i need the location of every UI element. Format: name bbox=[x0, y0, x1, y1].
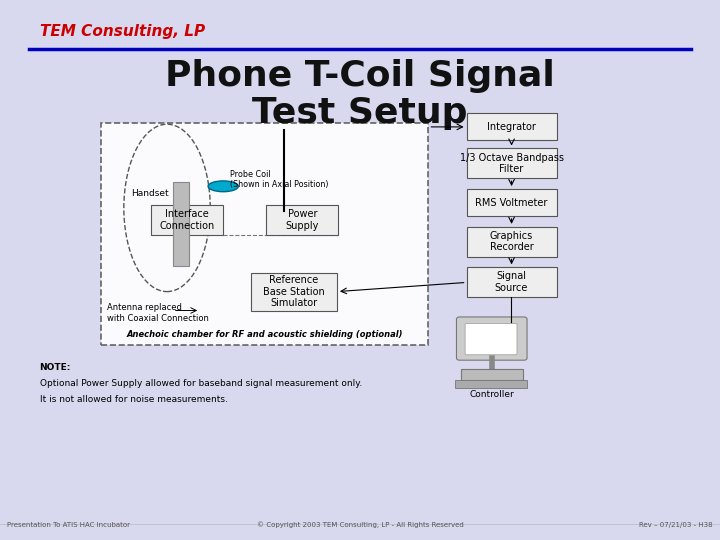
Text: © Copyright 2003 TEM Consulting, LP - All Rights Reserved: © Copyright 2003 TEM Consulting, LP - Al… bbox=[256, 522, 464, 528]
FancyBboxPatch shape bbox=[151, 205, 223, 235]
Text: 1/3 Octave Bandpass
Filter: 1/3 Octave Bandpass Filter bbox=[459, 152, 564, 174]
Text: Phone T-Coil Signal
Test Setup: Phone T-Coil Signal Test Setup bbox=[165, 59, 555, 130]
FancyBboxPatch shape bbox=[467, 189, 557, 216]
FancyBboxPatch shape bbox=[101, 123, 428, 345]
Text: Integrator: Integrator bbox=[487, 122, 536, 132]
Text: It is not allowed for noise measurements.: It is not allowed for noise measurements… bbox=[40, 395, 228, 404]
Text: Reference
Base Station
Simulator: Reference Base Station Simulator bbox=[263, 275, 325, 308]
Text: TEM Consulting, LP: TEM Consulting, LP bbox=[40, 24, 204, 39]
Text: Presentation To ATIS HAC Incubator: Presentation To ATIS HAC Incubator bbox=[7, 522, 130, 528]
FancyBboxPatch shape bbox=[456, 317, 527, 360]
FancyBboxPatch shape bbox=[455, 380, 527, 388]
Text: Anechoic chamber for RF and acoustic shielding (optional): Anechoic chamber for RF and acoustic shi… bbox=[126, 330, 403, 339]
FancyBboxPatch shape bbox=[467, 227, 557, 256]
Text: Controller: Controller bbox=[469, 390, 514, 400]
Text: Antenna replaced
with Coaxial Connection: Antenna replaced with Coaxial Connection bbox=[107, 303, 208, 323]
FancyBboxPatch shape bbox=[173, 182, 189, 266]
FancyBboxPatch shape bbox=[266, 205, 338, 235]
Text: Handset: Handset bbox=[131, 189, 168, 198]
Ellipse shape bbox=[208, 181, 238, 192]
Text: Optional Power Supply allowed for baseband signal measurement only.: Optional Power Supply allowed for baseba… bbox=[40, 379, 362, 388]
Text: Signal
Source: Signal Source bbox=[495, 271, 528, 293]
Text: Probe Coil
(Shown in Axial Position): Probe Coil (Shown in Axial Position) bbox=[230, 170, 329, 189]
Text: Graphics
Recorder: Graphics Recorder bbox=[490, 231, 534, 252]
FancyBboxPatch shape bbox=[467, 267, 557, 297]
FancyBboxPatch shape bbox=[467, 148, 557, 178]
Text: Power
Supply: Power Supply bbox=[286, 210, 319, 231]
FancyBboxPatch shape bbox=[251, 273, 337, 310]
FancyBboxPatch shape bbox=[467, 113, 557, 140]
FancyBboxPatch shape bbox=[461, 369, 523, 380]
Text: RMS Voltmeter: RMS Voltmeter bbox=[475, 198, 548, 207]
Text: NOTE:: NOTE: bbox=[40, 363, 71, 372]
Text: Rev – 07/21/03 - H38: Rev – 07/21/03 - H38 bbox=[639, 522, 713, 528]
FancyBboxPatch shape bbox=[465, 323, 517, 355]
Text: Interface
Connection: Interface Connection bbox=[160, 210, 215, 231]
